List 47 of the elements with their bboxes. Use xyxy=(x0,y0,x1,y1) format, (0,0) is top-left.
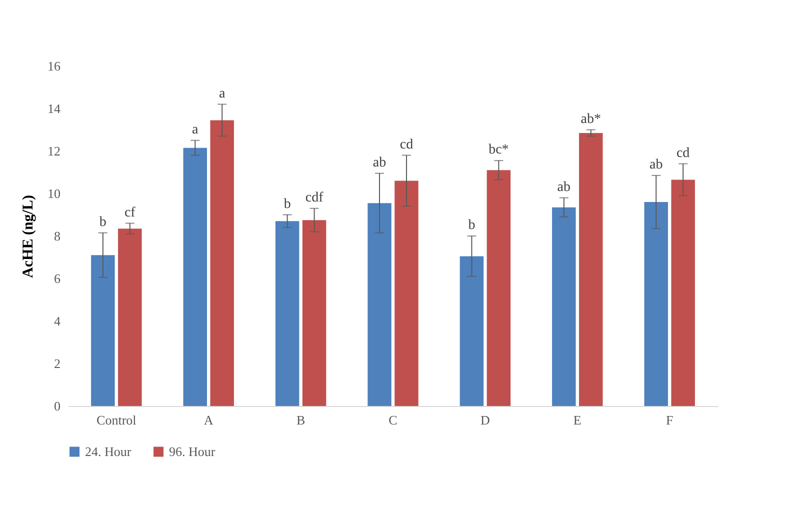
data-label: ab xyxy=(650,157,663,172)
data-label: b xyxy=(284,196,291,212)
bar xyxy=(118,228,142,406)
data-label: ab xyxy=(372,155,386,170)
data-label: b xyxy=(468,218,476,233)
data-label: cd xyxy=(400,137,414,152)
data-label: a xyxy=(218,86,226,102)
legend-label: 96. Hour xyxy=(169,444,216,459)
bar xyxy=(183,148,207,406)
y-tick-label: 2 xyxy=(54,356,60,371)
x-tick-label: Control xyxy=(96,412,137,428)
bar xyxy=(579,132,603,406)
bar xyxy=(91,255,115,406)
x-tick-label: B xyxy=(296,412,306,428)
y-tick-label: 6 xyxy=(54,271,61,286)
y-tick-label: 0 xyxy=(54,398,60,414)
bar xyxy=(460,256,484,406)
bar xyxy=(368,203,392,406)
y-tick-label: 10 xyxy=(48,186,60,201)
data-label: b xyxy=(99,214,106,230)
bar xyxy=(671,180,695,406)
x-tick-label: A xyxy=(204,412,214,428)
bar xyxy=(644,202,668,406)
data-label: bc* xyxy=(488,142,509,158)
y-axis-title: AcHE (ng/L) xyxy=(20,195,36,278)
bar xyxy=(552,207,576,406)
bar xyxy=(302,220,326,406)
data-label: cd xyxy=(676,146,690,161)
y-tick-label: 16 xyxy=(48,58,61,74)
x-tick-label: F xyxy=(666,412,674,428)
bar xyxy=(275,221,300,406)
y-tick-label: 4 xyxy=(54,314,61,328)
data-label: cf xyxy=(124,205,136,220)
data-label: a xyxy=(192,122,200,138)
data-label: ab xyxy=(557,180,571,195)
y-tick-label: 12 xyxy=(48,144,60,158)
legend-label: 24. Hour xyxy=(85,444,132,459)
bar xyxy=(486,170,511,406)
x-tick-label: D xyxy=(480,412,490,428)
x-tick-label: E xyxy=(573,412,582,428)
bar xyxy=(210,120,234,406)
data-label: ab* xyxy=(580,112,601,127)
x-tick-label: C xyxy=(388,412,398,428)
bar xyxy=(394,180,418,406)
y-tick-label: 14 xyxy=(48,101,61,116)
data-label: cdf xyxy=(305,190,324,206)
y-tick-label: 8 xyxy=(54,228,60,244)
